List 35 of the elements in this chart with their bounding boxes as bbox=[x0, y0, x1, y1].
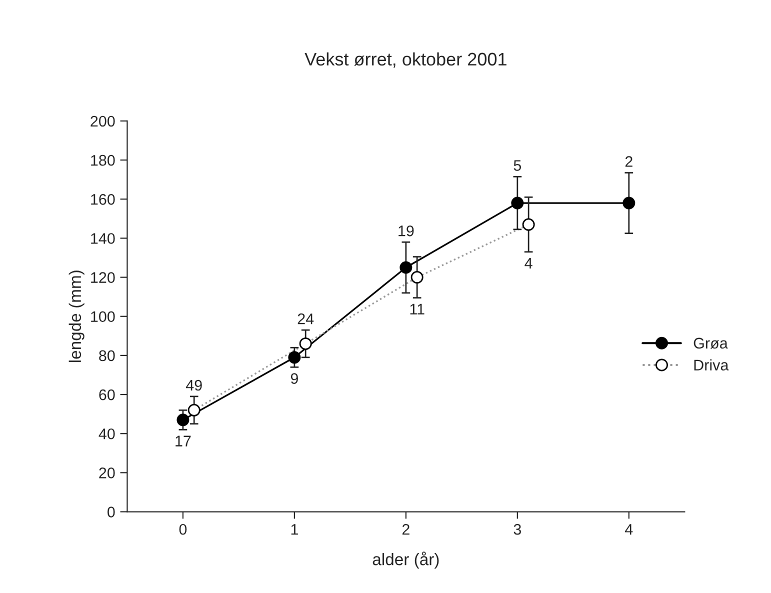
x-tick-label: 2 bbox=[402, 524, 410, 535]
x-tick-label: 4 bbox=[625, 524, 633, 535]
y-tick-label: 140 bbox=[91, 233, 115, 244]
x-axis-title: alder (år) bbox=[372, 552, 439, 569]
point bbox=[288, 351, 301, 364]
y-tick-label: 100 bbox=[91, 311, 115, 322]
y-tick-label: 40 bbox=[98, 428, 115, 440]
y-tick-label: 180 bbox=[91, 154, 115, 166]
legend-label: Driva bbox=[694, 359, 729, 370]
point bbox=[176, 414, 190, 426]
annotation: 19 bbox=[398, 226, 414, 236]
y-tick-label: 120 bbox=[91, 272, 115, 283]
annotation: 17 bbox=[176, 436, 191, 446]
chart-title: Vekst ørret, oktober 2001 bbox=[304, 52, 506, 68]
annotation: 5 bbox=[514, 160, 522, 171]
y-tick-label: 160 bbox=[91, 194, 115, 205]
annotation: 24 bbox=[298, 313, 314, 324]
x-tick-label: 0 bbox=[179, 524, 187, 535]
x-tick-label: 1 bbox=[291, 524, 298, 535]
legend-label: Grøa bbox=[694, 338, 728, 349]
y-tick-label: 60 bbox=[99, 389, 115, 400]
y-tick-label: 200 bbox=[90, 116, 115, 127]
annotation: 9 bbox=[290, 373, 298, 384]
point bbox=[400, 261, 412, 274]
annotation: 11 bbox=[410, 304, 424, 314]
annotation: 2 bbox=[625, 156, 632, 167]
annotation: 4 bbox=[524, 258, 532, 269]
y-tick-label: 80 bbox=[99, 350, 115, 362]
y-tick-label: 20 bbox=[99, 468, 115, 478]
point bbox=[622, 196, 636, 210]
y-axis-title: lengde (mm) bbox=[68, 270, 84, 362]
y-tick-label: 0 bbox=[108, 506, 115, 518]
x-tick-label: 3 bbox=[514, 524, 521, 535]
annotation: 49 bbox=[186, 380, 202, 391]
point bbox=[511, 196, 524, 210]
